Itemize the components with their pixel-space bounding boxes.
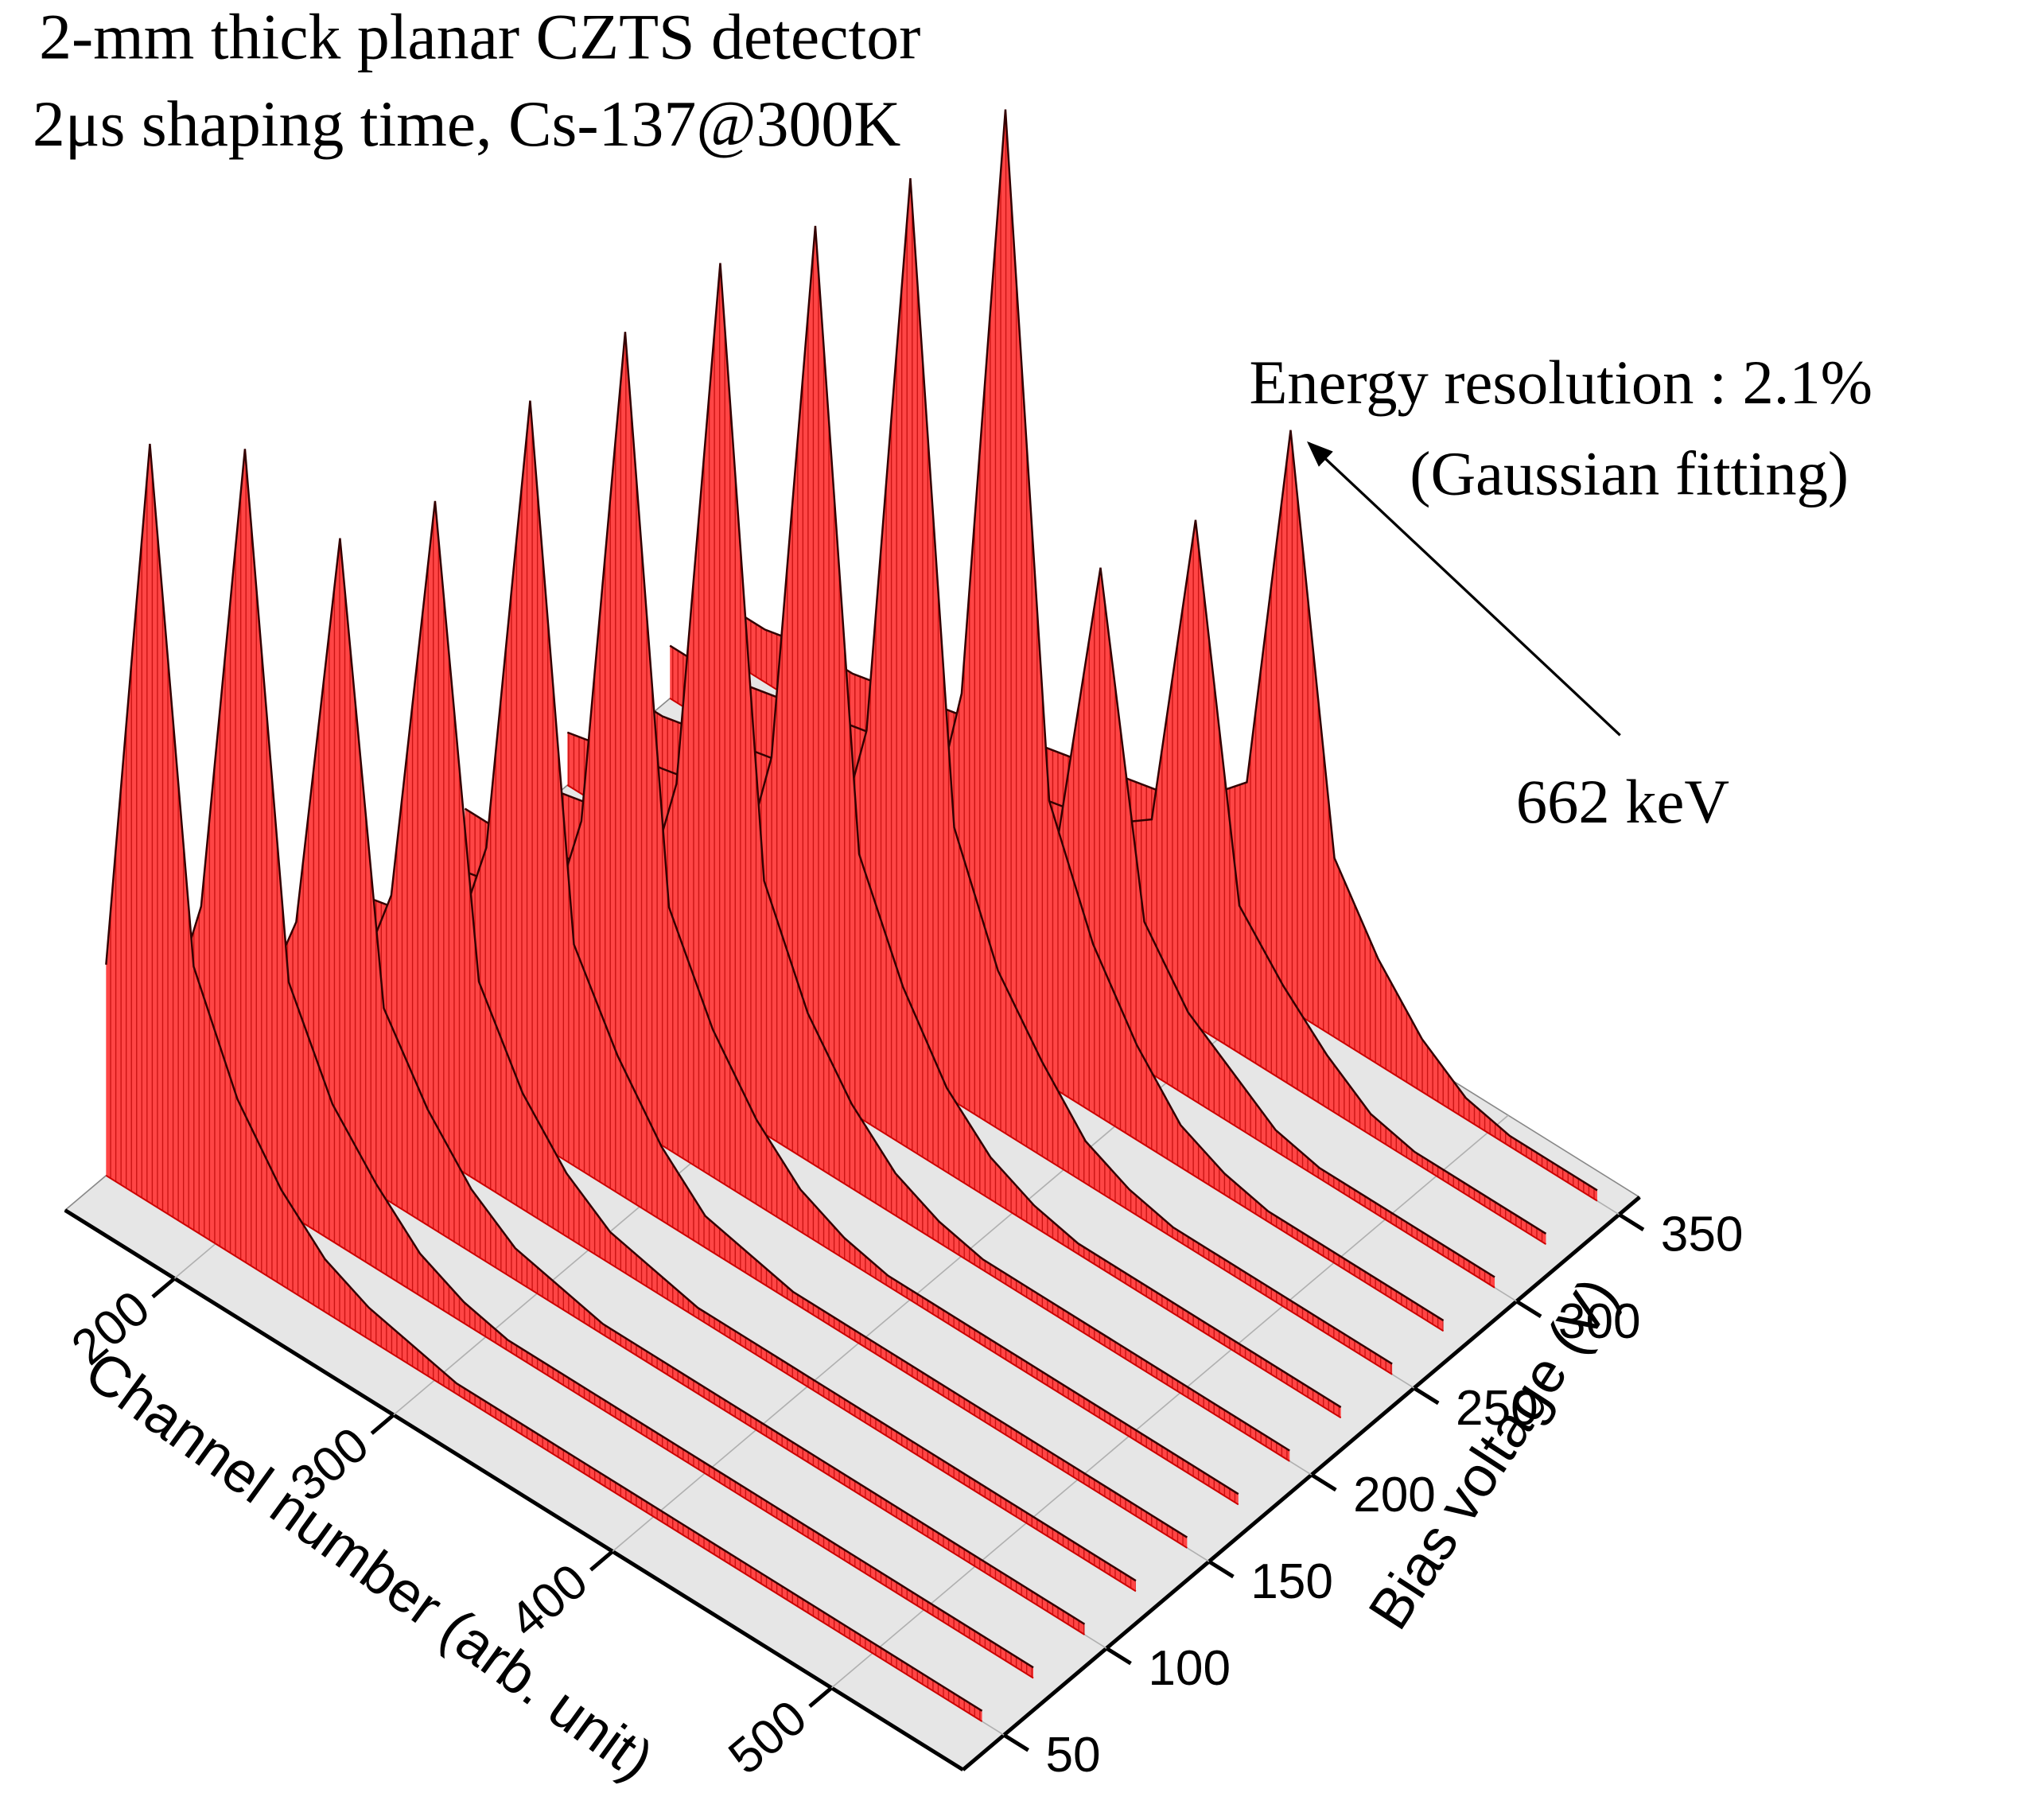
annotation: (Gaussian fitting) [1410,439,1849,508]
y-tick [1310,1472,1337,1492]
annotation: Energy resolution : 2.1% [1249,348,1872,417]
y-tick [1618,1212,1645,1231]
y-tick-label: 150 [1250,1554,1333,1609]
y-tick [1413,1386,1440,1406]
series-line [156,449,1034,1669]
y-tick-label: 100 [1148,1641,1231,1696]
series-area [259,500,1136,1592]
series-area [157,449,1034,1678]
series-layer [105,109,1598,1722]
y-tick-label: 350 [1661,1208,1744,1262]
series-area [567,109,1444,1332]
y-tick [1208,1560,1235,1579]
y-axis-line [961,1196,1641,1771]
y-tick [1515,1299,1542,1319]
y-tick-label: 200 [1353,1468,1436,1522]
x-axis-line [64,1208,964,1771]
x-tick [808,1686,833,1709]
annotation-arrow [1307,441,1621,737]
x-tick [370,1413,395,1435]
series-area [208,538,1085,1635]
y-tick [1002,1733,1029,1752]
chart-subtitle: 2μs shaping time, Cs-137@300K [33,88,900,160]
x-tick [151,1277,177,1299]
x-tick-label: 200 [61,1281,160,1376]
y-tick-label: 250 [1456,1381,1538,1436]
x-tick [589,1550,614,1572]
series-line [259,500,1137,1582]
annotation: 662 keV [1516,767,1729,836]
series-area [311,400,1188,1548]
x-tick-label: 500 [718,1690,817,1786]
series-baseline [105,1174,983,1722]
series-line [208,538,1086,1625]
series-line [105,443,983,1712]
y-tick [1105,1647,1132,1666]
y-tick-label: 50 [1045,1728,1100,1783]
grid-line [830,1114,1509,1689]
chart-title: 2-mm thick planar CZTS detector [39,1,920,73]
y-tick-label: 300 [1558,1294,1641,1349]
